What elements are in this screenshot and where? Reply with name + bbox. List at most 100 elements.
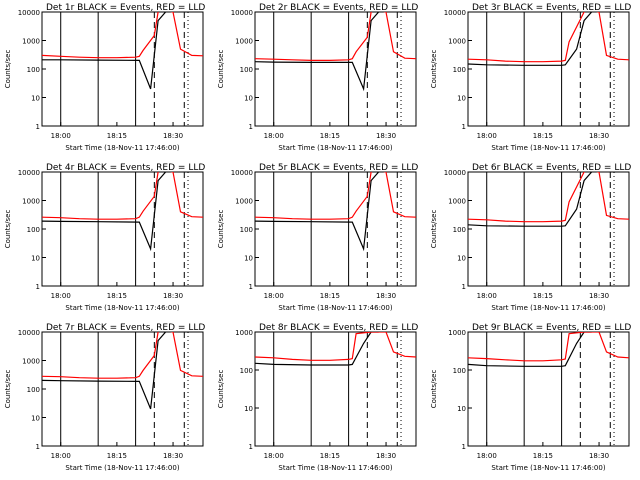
y-tick-label: 1000 bbox=[448, 198, 466, 206]
series-line-events bbox=[42, 172, 167, 252]
x-tick-label: 18:15 bbox=[533, 452, 553, 460]
chart-title: Det 8r BLACK = Events, RED = LLD bbox=[259, 323, 418, 333]
y-tick-label: 1 bbox=[462, 443, 466, 451]
y-tick-label: 1000 bbox=[448, 38, 466, 46]
y-tick-label: 100 bbox=[240, 66, 253, 74]
x-tick-label: 18:15 bbox=[107, 452, 127, 460]
x-tick-label: 18:30 bbox=[376, 132, 396, 140]
x-tick-label: 18:30 bbox=[589, 452, 609, 460]
x-axis-label: Start Time (18-Nov-11 17:46:00) bbox=[278, 304, 392, 312]
y-tick-label: 100 bbox=[27, 386, 40, 394]
y-tick-label: 1 bbox=[462, 123, 466, 131]
x-tick-label: 18:30 bbox=[163, 132, 183, 140]
y-tick-label: 1000 bbox=[235, 329, 253, 337]
y-axis-label: Counts/sec bbox=[4, 210, 12, 249]
x-tick-label: 18:00 bbox=[477, 132, 497, 140]
x-tick-label: 18:00 bbox=[51, 452, 71, 460]
x-axis-label: Start Time (18-Nov-11 17:46:00) bbox=[278, 464, 392, 472]
chart-panel-9: Det 9r BLACK = Events, RED = LLD Counts/s… bbox=[430, 323, 631, 472]
y-tick-label: 10 bbox=[457, 255, 466, 263]
x-axis-label: Start Time (18-Nov-11 17:46:00) bbox=[491, 464, 605, 472]
x-tick-label: 18:30 bbox=[376, 292, 396, 300]
series-line-lld bbox=[255, 12, 416, 62]
x-tick-label: 18:00 bbox=[264, 452, 284, 460]
plot-frame bbox=[254, 171, 417, 287]
y-tick-label: 100 bbox=[453, 66, 466, 74]
y-tick-label: 100 bbox=[453, 367, 466, 375]
y-tick-label: 1 bbox=[249, 283, 253, 291]
y-tick-label: 10000 bbox=[444, 9, 466, 17]
x-axis-label: Start Time (18-Nov-11 17:46:00) bbox=[491, 304, 605, 312]
y-axis-label: Counts/sec bbox=[430, 370, 438, 409]
plot-frame bbox=[41, 171, 204, 287]
x-axis-label: Start Time (18-Nov-11 17:46:00) bbox=[278, 144, 392, 152]
chart-panel-3: Det 3r BLACK = Events, RED = LLD Counts/s… bbox=[430, 3, 631, 152]
y-tick-label: 1000 bbox=[448, 329, 466, 337]
chart-title: Det 7r BLACK = Events, RED = LLD bbox=[46, 323, 205, 333]
plot-frame bbox=[254, 11, 417, 127]
series-line-lld bbox=[42, 12, 203, 59]
y-tick-label: 10 bbox=[244, 95, 253, 103]
plot-frame bbox=[467, 11, 630, 127]
y-tick-label: 1 bbox=[249, 443, 253, 451]
chart-title: Det 3r BLACK = Events, RED = LLD bbox=[472, 3, 631, 13]
y-axis-label: Counts/sec bbox=[430, 50, 438, 89]
x-tick-label: 18:15 bbox=[320, 292, 340, 300]
y-tick-label: 10 bbox=[31, 415, 40, 423]
x-tick-label: 18:30 bbox=[163, 452, 183, 460]
chart-panel-8: Det 8r BLACK = Events, RED = LLD Counts/s… bbox=[217, 323, 418, 472]
plot-frame bbox=[41, 331, 204, 447]
y-tick-label: 100 bbox=[240, 367, 253, 375]
series-line-events bbox=[468, 12, 593, 66]
y-tick-label: 1000 bbox=[22, 38, 40, 46]
series-line-events bbox=[468, 332, 592, 367]
series-line-events bbox=[42, 332, 167, 410]
chart-title: Det 2r BLACK = Events, RED = LLD bbox=[259, 3, 418, 13]
y-tick-label: 100 bbox=[27, 66, 40, 74]
chart-title: Det 6r BLACK = Events, RED = LLD bbox=[472, 163, 631, 173]
y-axis-label: Counts/sec bbox=[217, 210, 225, 249]
chart-panel-5: Det 5r BLACK = Events, RED = LLD Counts/s… bbox=[217, 163, 418, 312]
x-axis-label: Start Time (18-Nov-11 17:46:00) bbox=[65, 304, 179, 312]
y-tick-label: 1000 bbox=[235, 198, 253, 206]
y-tick-label: 100 bbox=[453, 226, 466, 234]
x-tick-label: 18:15 bbox=[107, 132, 127, 140]
chart-panel-7: Det 7r BLACK = Events, RED = LLD Counts/s… bbox=[4, 323, 205, 472]
x-tick-label: 18:00 bbox=[477, 452, 497, 460]
y-tick-label: 1000 bbox=[235, 38, 253, 46]
y-tick-label: 10 bbox=[31, 255, 40, 263]
y-tick-label: 1 bbox=[36, 443, 40, 451]
y-tick-label: 10 bbox=[457, 405, 466, 413]
plot-frame bbox=[467, 171, 630, 287]
x-axis-label: Start Time (18-Nov-11 17:46:00) bbox=[65, 464, 179, 472]
series-line-lld bbox=[468, 332, 629, 362]
x-tick-label: 18:15 bbox=[320, 132, 340, 140]
series-line-events bbox=[255, 332, 379, 366]
x-tick-label: 18:15 bbox=[107, 292, 127, 300]
y-tick-label: 10000 bbox=[231, 169, 253, 177]
series-line-events bbox=[255, 12, 380, 92]
series-line-events bbox=[42, 12, 167, 90]
y-tick-label: 100 bbox=[27, 226, 40, 234]
x-tick-label: 18:00 bbox=[477, 292, 497, 300]
y-tick-label: 10 bbox=[457, 95, 466, 103]
y-tick-label: 10 bbox=[244, 405, 253, 413]
chart-title: Det 1r BLACK = Events, RED = LLD bbox=[46, 3, 205, 13]
y-tick-label: 10000 bbox=[18, 329, 40, 337]
x-tick-label: 18:30 bbox=[589, 292, 609, 300]
y-tick-label: 1000 bbox=[22, 358, 40, 366]
y-axis-label: Counts/sec bbox=[4, 370, 12, 409]
plot-frame bbox=[41, 11, 204, 127]
series-line-lld bbox=[255, 332, 416, 361]
chart-title: Det 5r BLACK = Events, RED = LLD bbox=[259, 163, 418, 173]
x-axis-label: Start Time (18-Nov-11 17:46:00) bbox=[65, 144, 179, 152]
series-line-lld bbox=[255, 172, 416, 220]
y-tick-label: 10 bbox=[244, 255, 253, 263]
y-tick-label: 10000 bbox=[18, 169, 40, 177]
y-axis-label: Counts/sec bbox=[430, 210, 438, 249]
chart-panel-4: Det 4r BLACK = Events, RED = LLD Counts/s… bbox=[4, 163, 205, 312]
x-axis-label: Start Time (18-Nov-11 17:46:00) bbox=[491, 144, 605, 152]
y-tick-label: 100 bbox=[240, 226, 253, 234]
x-tick-label: 18:00 bbox=[264, 132, 284, 140]
x-tick-label: 18:30 bbox=[589, 132, 609, 140]
